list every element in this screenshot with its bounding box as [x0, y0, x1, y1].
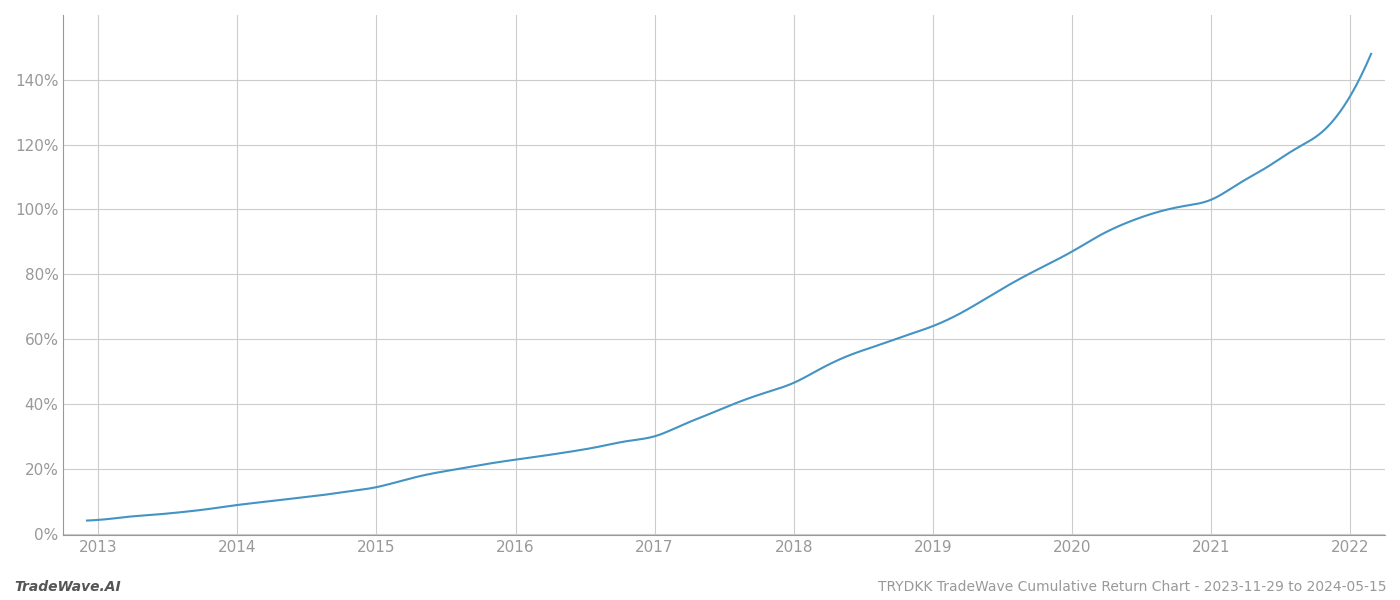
Text: TradeWave.AI: TradeWave.AI	[14, 580, 120, 594]
Text: TRYDKK TradeWave Cumulative Return Chart - 2023-11-29 to 2024-05-15: TRYDKK TradeWave Cumulative Return Chart…	[878, 580, 1386, 594]
